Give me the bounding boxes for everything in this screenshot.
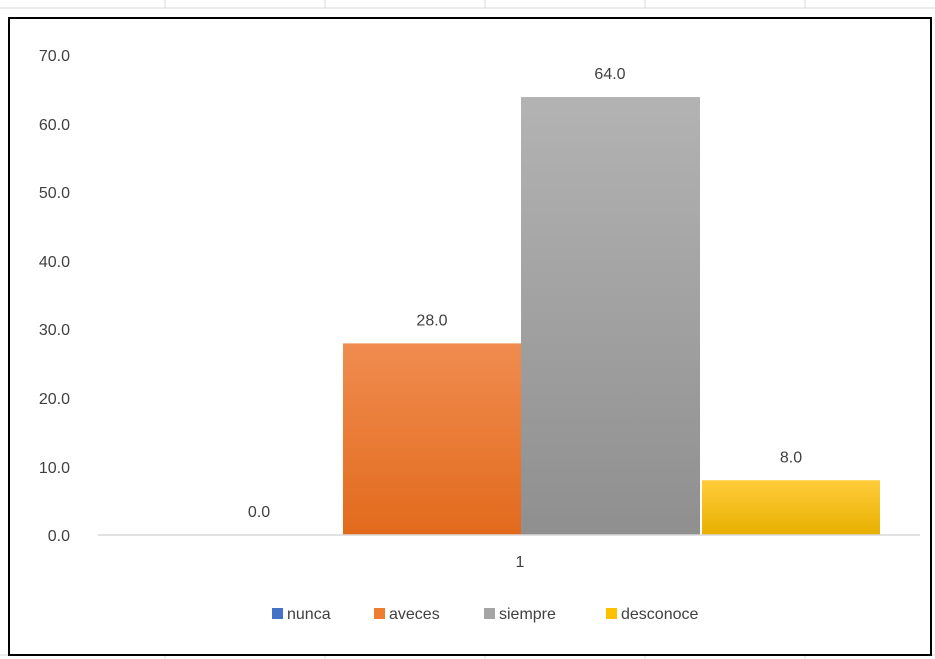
data-label-siempre: 64.0: [594, 66, 625, 83]
bar-desconoce: [702, 480, 880, 535]
data-label-aveces: 28.0: [416, 312, 447, 329]
y-tick-label: 30.0: [39, 322, 70, 339]
y-tick-label: 60.0: [39, 117, 70, 134]
y-tick-label: 0.0: [48, 528, 70, 545]
legend-swatch-nunca: [272, 608, 283, 619]
legend-swatch-desconoce: [606, 608, 617, 619]
legend-label-desconoce: desconoce: [621, 606, 698, 623]
y-axis: 0.0 10.0 20.0 30.0 40.0 50.0 60.0 70.0: [39, 48, 70, 545]
y-tick-label: 10.0: [39, 460, 70, 477]
chart-area-border: [8, 17, 932, 656]
bar-aveces: [343, 343, 521, 535]
data-label-nunca: 0.0: [248, 504, 270, 521]
legend-label-nunca: nunca: [287, 606, 331, 623]
x-tick-label: 1: [516, 554, 525, 571]
y-tick-label: 70.0: [39, 48, 70, 65]
legend-swatch-siempre: [484, 608, 495, 619]
legend-swatch-aveces: [374, 608, 385, 619]
data-labels: 0.0 28.0 64.0 8.0: [248, 66, 802, 521]
bar-siempre: [521, 97, 700, 536]
bars: [343, 97, 880, 536]
y-tick-label: 50.0: [39, 185, 70, 202]
legend-label-siempre: siempre: [499, 606, 556, 623]
legend-label-aveces: aveces: [389, 606, 440, 623]
y-tick-label: 40.0: [39, 254, 70, 271]
legend: nunca aveces siempre desconoce: [272, 606, 698, 623]
data-label-desconoce: 8.0: [780, 449, 802, 466]
y-tick-label: 20.0: [39, 391, 70, 408]
